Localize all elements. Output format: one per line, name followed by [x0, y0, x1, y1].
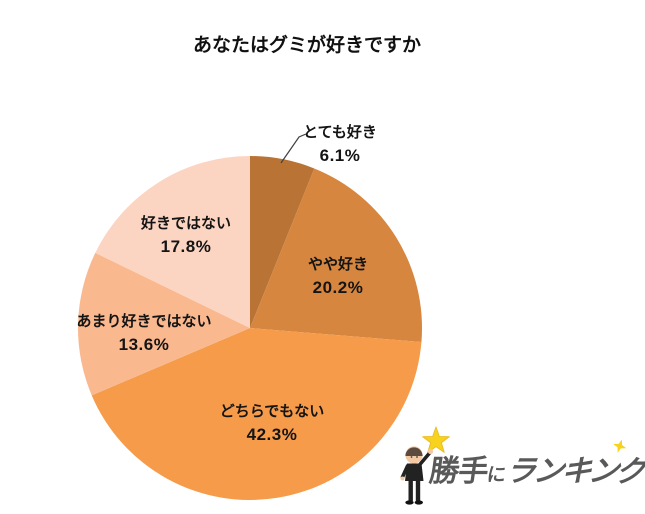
callout-leader-line — [280, 133, 307, 164]
mascot-eye — [410, 456, 413, 458]
logo-text-part3: ランキング — [503, 455, 645, 488]
slice-percent-text: 6.1% — [319, 146, 361, 165]
mascot-leg — [415, 480, 421, 501]
slice-label-yaya-suki: やや好き 20.2% — [308, 253, 368, 299]
brand-logo: 勝手にランキング — [398, 422, 645, 514]
mascot-eye — [416, 456, 418, 458]
pie-slice-yaya-suki — [250, 168, 423, 343]
mascot-hand — [427, 448, 434, 455]
logo-text-part1: 勝手 — [427, 455, 490, 488]
slice-percent-text: 42.3% — [246, 425, 298, 444]
mascot-hair — [405, 447, 423, 456]
star-icon — [422, 426, 450, 453]
pie-slices-group — [77, 156, 423, 501]
slice-label-totemo-suki: とても好き 6.1% — [303, 121, 377, 167]
sparkle-icon — [609, 437, 628, 459]
slice-label-amari-suki-dewanai: あまり好きではない 13.6% — [76, 310, 211, 356]
slice-label-suki-dewanai: 好きではない 17.8% — [141, 212, 231, 258]
logo-mascot — [400, 426, 450, 505]
pie-slice-dochirademonai — [91, 328, 422, 501]
pie-slice-suki-dewanai — [95, 156, 250, 328]
slice-label-text: 好きではない — [140, 215, 232, 232]
slice-label-text: とても好き — [303, 124, 377, 141]
slice-label-text: あまり好きではない — [76, 313, 212, 330]
mascot-leg — [408, 480, 413, 501]
mascot-arm — [400, 464, 410, 479]
slice-percent-text: 20.2% — [312, 278, 364, 297]
slice-percent-text: 17.8% — [160, 237, 212, 256]
mascot-foot — [414, 500, 423, 505]
pie-slice-totemo-suki — [250, 156, 315, 328]
slice-percent-text: 13.6% — [118, 335, 170, 354]
slice-label-text: どちらでもない — [219, 403, 325, 420]
chart-title: あなたはグミが好きですか — [192, 35, 422, 56]
mascot-body — [405, 463, 424, 481]
mascot-raised-arm — [417, 450, 432, 468]
pie-slice-amari-suki-dewanai — [77, 252, 250, 396]
mascot-foot — [405, 500, 414, 505]
slice-label-text: やや好き — [307, 256, 369, 273]
mascot-hand — [400, 476, 405, 481]
slice-label-dochirademonai: どちらでもない 42.3% — [220, 400, 325, 446]
